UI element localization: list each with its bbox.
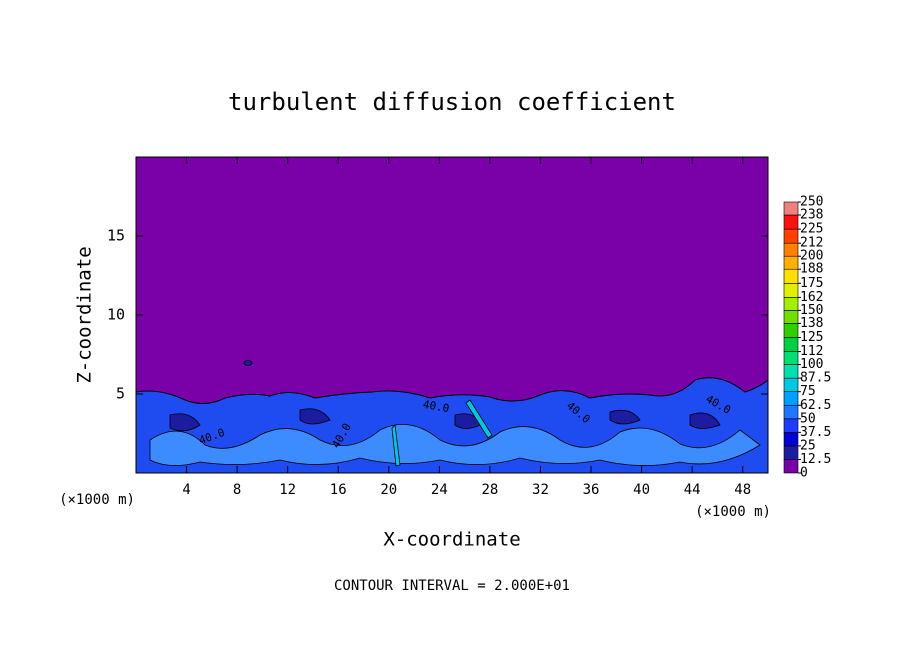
colorbar-label: 200 bbox=[800, 249, 823, 264]
y-axis-label: Z-coordinate bbox=[74, 246, 96, 383]
colorbar-band bbox=[783, 459, 799, 474]
colorbar-band bbox=[783, 364, 799, 379]
x-tick-label: 44 bbox=[684, 482, 701, 498]
colorbar-band bbox=[783, 242, 799, 257]
peak-region bbox=[391, 399, 493, 467]
x-tick-label: 16 bbox=[330, 482, 347, 498]
colorbar-band bbox=[783, 418, 799, 433]
colorbar-label: 138 bbox=[800, 316, 823, 331]
x-tick-label: 20 bbox=[380, 482, 397, 498]
x-tick-label: 36 bbox=[583, 482, 600, 498]
colorbar-band bbox=[783, 282, 799, 298]
colorbar-label: 125 bbox=[800, 330, 823, 345]
colorbar-band bbox=[783, 310, 799, 324]
colorbar-label: 188 bbox=[800, 262, 823, 277]
x-tick-label: 24 bbox=[431, 482, 448, 498]
colorbar-band bbox=[783, 228, 799, 244]
colorbar-label: 75 bbox=[800, 384, 816, 399]
colorbar-label: 238 bbox=[800, 208, 823, 223]
colorbar-band bbox=[783, 297, 799, 311]
x-tick-label: 48 bbox=[734, 482, 751, 498]
colorbar-band bbox=[783, 391, 799, 406]
colorbar-label: 212 bbox=[800, 236, 823, 251]
x-tick-label: 4 bbox=[182, 482, 190, 498]
colorbar-band bbox=[783, 323, 799, 338]
x-tick-label: 40 bbox=[633, 482, 650, 498]
colorbar-label: 112 bbox=[800, 344, 823, 359]
field bbox=[135, 157, 769, 474]
colorbar-label: 225 bbox=[800, 222, 823, 237]
chart-title: turbulent diffusion coefficient bbox=[228, 88, 676, 116]
colorbar-band bbox=[783, 351, 799, 365]
isolated-region bbox=[243, 360, 253, 366]
x-axis-label: X-coordinate bbox=[383, 529, 520, 551]
colorbar-band bbox=[783, 255, 799, 270]
colorbar-label: 62.5 bbox=[800, 398, 831, 413]
colorbar-label: 0 bbox=[800, 466, 808, 481]
contour-label: 40.0 bbox=[422, 398, 450, 415]
colorbar-label: 50 bbox=[800, 411, 816, 426]
colorbar-band bbox=[783, 214, 799, 230]
x-unit-label: (×1000 m) bbox=[59, 492, 135, 508]
colorbar-label: 100 bbox=[800, 357, 823, 372]
colorbar-band bbox=[783, 268, 799, 284]
high-region bbox=[149, 424, 761, 466]
colorbar-label: 162 bbox=[800, 290, 823, 305]
colorbar-label: 12.5 bbox=[800, 452, 831, 467]
colorbar-label: 150 bbox=[800, 303, 823, 318]
colorbar-band bbox=[783, 377, 799, 392]
y-tick-label: 15 bbox=[107, 227, 125, 245]
x-tick-label: 28 bbox=[481, 482, 498, 498]
colorbar-band bbox=[783, 445, 799, 460]
colorbar-band bbox=[783, 337, 799, 352]
colorbar-band bbox=[783, 432, 799, 447]
x-unit-label: (×1000 m) bbox=[695, 504, 771, 520]
x-tick-label: 12 bbox=[279, 482, 296, 498]
colorbar-band bbox=[783, 404, 799, 420]
colorbar-label: 25 bbox=[800, 438, 816, 453]
y-tick-label: 10 bbox=[107, 306, 125, 324]
colorbar-label: 175 bbox=[800, 276, 823, 291]
colorbar-label: 37.5 bbox=[800, 425, 831, 440]
colorbar-band bbox=[783, 201, 799, 216]
colorbar-label: 250 bbox=[800, 195, 823, 210]
y-tick-label: 5 bbox=[116, 385, 125, 403]
x-tick-label: 32 bbox=[532, 482, 549, 498]
x-tick-label: 8 bbox=[233, 482, 241, 498]
colorbar-label: 87.5 bbox=[800, 371, 831, 386]
footer-note: CONTOUR INTERVAL = 2.000E+01 bbox=[334, 578, 570, 594]
